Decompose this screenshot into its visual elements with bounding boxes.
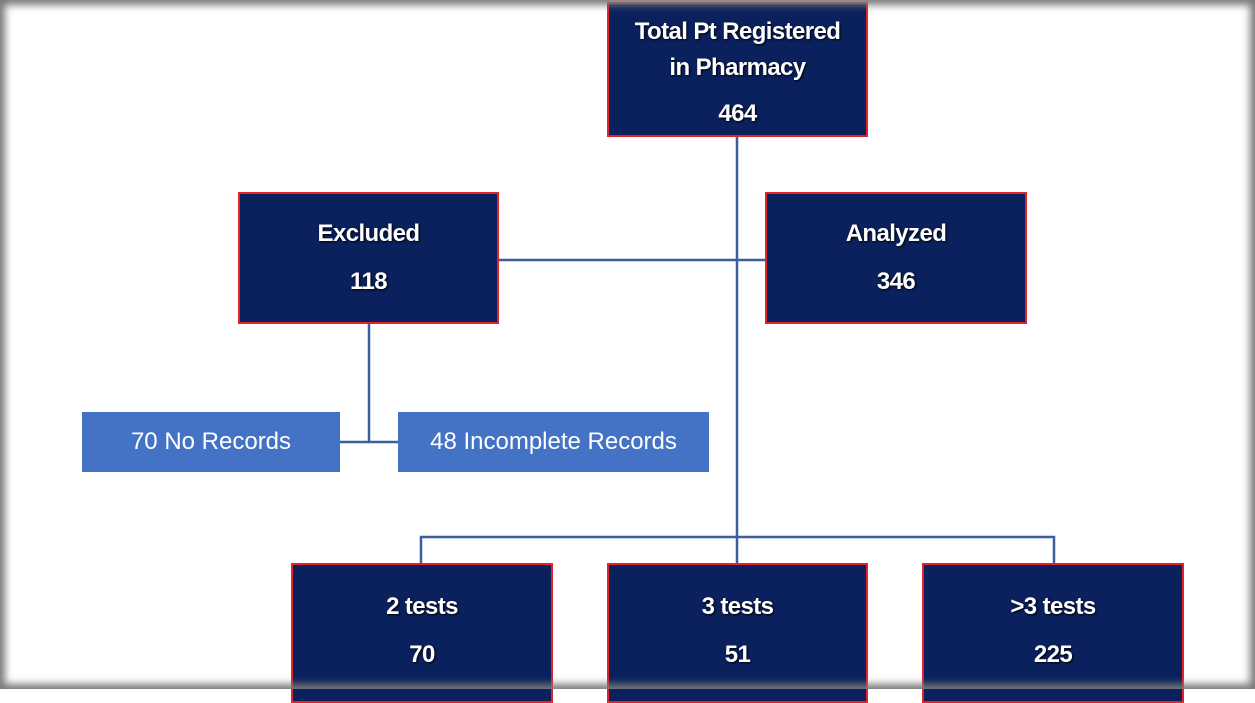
node-no-records: 70 No Records xyxy=(82,412,340,472)
node-label: in Pharmacy xyxy=(669,54,806,81)
node-label: Excluded xyxy=(317,220,421,247)
node-more-tests: >3 tests 225 xyxy=(922,563,1184,703)
node-count: 118 xyxy=(350,268,388,295)
node-label: Analyzed xyxy=(845,220,947,247)
node-count: 225 xyxy=(1033,641,1073,668)
node-3-tests: 3 tests 51 xyxy=(607,563,868,703)
node-label: 3 tests xyxy=(701,593,774,620)
node-count: 70 xyxy=(409,641,435,668)
node-count: 346 xyxy=(876,268,916,295)
node-2-tests: 2 tests 70 xyxy=(291,563,553,703)
node-label: 2 tests xyxy=(386,593,458,620)
node-count: 464 xyxy=(718,100,757,127)
node-incomplete-records: 48 Incomplete Records xyxy=(398,412,709,472)
node-label: Total Pt Registered xyxy=(634,18,841,45)
node-label: >3 tests xyxy=(1010,593,1096,620)
node-total: Total Pt Registered in Pharmacy 464 xyxy=(607,2,868,137)
node-count: 51 xyxy=(724,641,751,668)
node-analyzed: Analyzed 346 xyxy=(765,192,1027,324)
node-excluded: Excluded 118 xyxy=(238,192,499,324)
